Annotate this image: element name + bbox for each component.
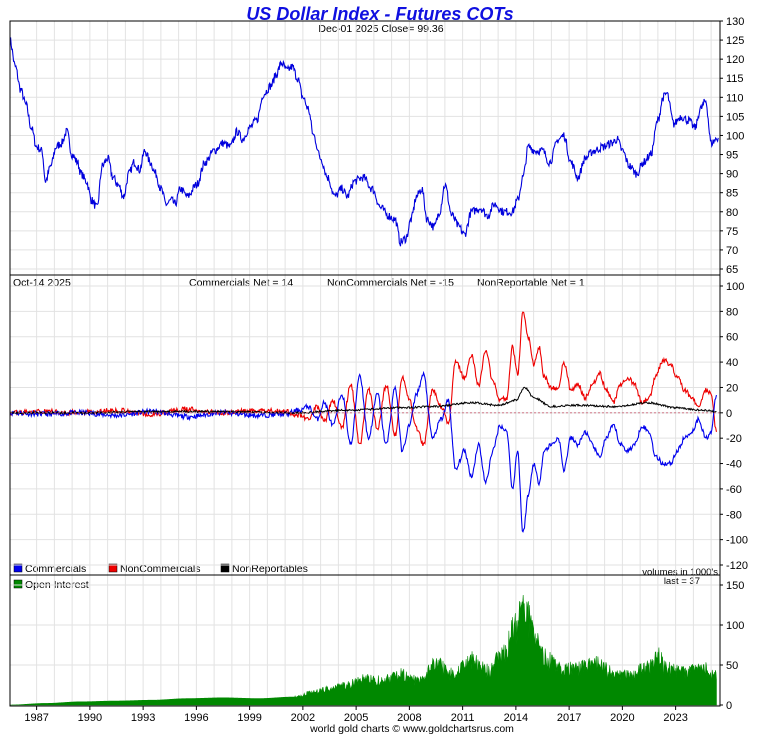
y-tick-label: 125 xyxy=(726,35,744,47)
x-tick-label: 2011 xyxy=(451,712,475,724)
y-tick-label: 90 xyxy=(726,169,738,181)
y-tick-label: 110 xyxy=(726,92,744,104)
x-tick-label: 2005 xyxy=(344,712,368,724)
plot-layer xyxy=(9,37,720,706)
y-tick-label: 80 xyxy=(726,306,738,318)
y-tick-label: -120 xyxy=(726,560,748,572)
x-tick-label: 1987 xyxy=(24,712,48,724)
legend-label-nonreportables: NonReportables xyxy=(232,563,308,575)
price-series-line xyxy=(9,37,719,247)
y-tick-label: -60 xyxy=(726,484,742,496)
y-tick-label: -20 xyxy=(726,433,742,445)
legend-swatch-open-interest xyxy=(13,579,23,589)
footer-credit: world gold charts © www.goldchartsrus.co… xyxy=(309,723,514,735)
open-interest-area xyxy=(10,595,717,706)
x-tick-label: 2008 xyxy=(397,712,421,724)
y-tick-label: 60 xyxy=(726,332,738,344)
y-tick-label: 130 xyxy=(726,16,744,28)
x-tick-label: 1996 xyxy=(184,712,208,724)
y-tick-label: 0 xyxy=(726,408,732,420)
commercials-series-line xyxy=(9,370,717,533)
legend-swatch-nonreportables xyxy=(220,563,230,573)
y-tick-label: 85 xyxy=(726,188,738,200)
y-tick-label: 70 xyxy=(726,245,738,257)
legend-swatch-commercials xyxy=(13,563,23,573)
oi-last-label: last = 37 xyxy=(664,576,700,587)
y-tick-label: 120 xyxy=(726,54,744,66)
x-tick-label: 1993 xyxy=(131,712,155,724)
y-tick-label: -100 xyxy=(726,535,748,547)
price-subtitle: Dec-01 2025 Close= 99.36 xyxy=(318,23,443,35)
x-tick-label: 2002 xyxy=(291,712,315,724)
x-tick-label: 2017 xyxy=(557,712,581,724)
y-tick-label: 0 xyxy=(726,700,732,712)
chart-title: US Dollar Index - Futures COTs xyxy=(246,4,513,24)
commercials-net-label: Commercials Net = 14 xyxy=(189,277,293,289)
x-tick-label: 2014 xyxy=(504,712,528,724)
y-tick-label: 80 xyxy=(726,207,738,219)
y-tick-label: 65 xyxy=(726,264,738,276)
y-tick-label: 95 xyxy=(726,150,738,162)
x-tick-label: 2020 xyxy=(610,712,634,724)
y-tick-label: -40 xyxy=(726,459,742,471)
y-tick-label: 100 xyxy=(726,281,744,293)
y-tick-label: 75 xyxy=(726,226,738,238)
x-tick-label: 1999 xyxy=(237,712,261,724)
nonreportables-series-line xyxy=(9,386,717,415)
legend-label-noncommercials: NonCommercials xyxy=(120,563,201,575)
y-tick-label: 20 xyxy=(726,382,738,394)
y-tick-label: 150 xyxy=(726,580,744,592)
y-tick-label: 115 xyxy=(726,73,744,85)
y-tick-label: 105 xyxy=(726,111,744,123)
legend-swatch-noncommercials xyxy=(108,563,118,573)
legend-label-commercials: Commercials xyxy=(25,563,86,575)
x-tick-label: 1990 xyxy=(78,712,102,724)
y-tick-label: -80 xyxy=(726,509,742,521)
panel-frame-oi xyxy=(9,574,721,707)
y-tick-label: 50 xyxy=(726,660,738,672)
y-tick-label: 40 xyxy=(726,357,738,369)
y-tick-label: 100 xyxy=(726,620,744,632)
tick-layer: 65 70 75 80 85 90 95 100 105 110 115 120 125 130 -120 -… xyxy=(24,16,748,724)
grid-layer xyxy=(10,21,720,706)
noncommercials-net-label: NonCommercials Net = -15 xyxy=(327,277,454,289)
cot-legend: Commercials NonCommercials NonReportable… xyxy=(13,563,308,575)
cot-date-label: Oct-14 2025 xyxy=(13,277,71,289)
x-tick-label: 2023 xyxy=(663,712,687,724)
y-tick-label: 100 xyxy=(726,130,744,142)
frame-layer xyxy=(9,20,721,707)
volumes-note: volumes in 1000's xyxy=(642,567,718,578)
